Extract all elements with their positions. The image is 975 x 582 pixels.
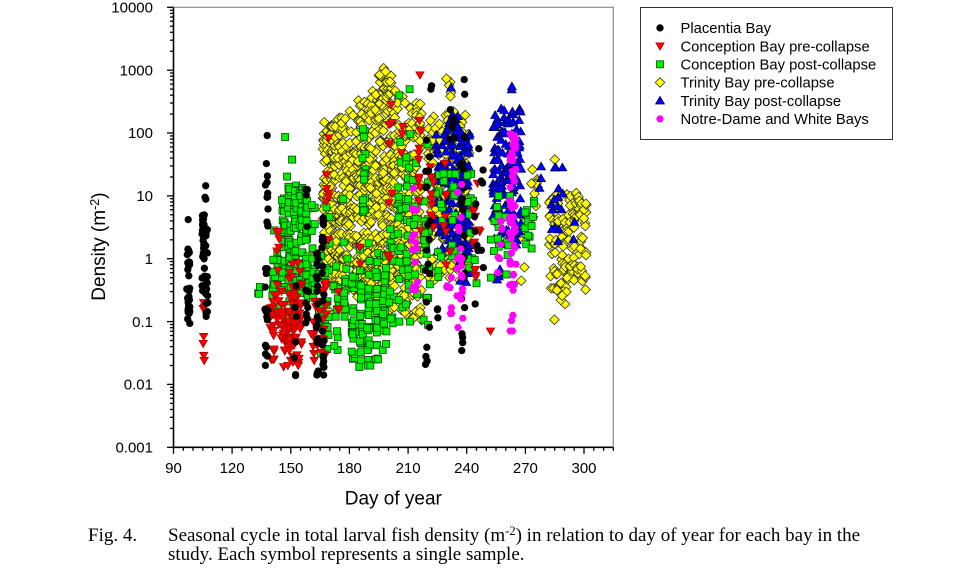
svg-text:100: 100 xyxy=(128,125,153,142)
svg-text:Notre-Dame and White Bays: Notre-Dame and White Bays xyxy=(681,112,869,128)
svg-text:210: 210 xyxy=(396,460,421,477)
svg-text:Placentia Bay: Placentia Bay xyxy=(681,21,772,37)
svg-text:Conception Bay pre-collapse: Conception Bay pre-collapse xyxy=(681,39,870,55)
svg-text:10000: 10000 xyxy=(111,0,153,17)
svg-text:150: 150 xyxy=(278,460,303,477)
svg-text:1000: 1000 xyxy=(120,62,153,79)
svg-text:240: 240 xyxy=(454,460,479,477)
svg-text:Day of year: Day of year xyxy=(345,489,443,510)
svg-text:Trinity Bay pre-collapse: Trinity Bay pre-collapse xyxy=(681,76,835,92)
svg-text:300: 300 xyxy=(571,460,596,477)
svg-text:study. Each symbol represents: study. Each symbol represents a single s… xyxy=(168,544,525,565)
svg-text:0.1: 0.1 xyxy=(132,314,153,331)
svg-text:90: 90 xyxy=(165,460,182,477)
svg-text:Fig. 4.: Fig. 4. xyxy=(88,525,137,546)
svg-text:120: 120 xyxy=(220,460,245,477)
svg-text:1: 1 xyxy=(145,251,153,268)
svg-text:0.001: 0.001 xyxy=(115,440,153,457)
svg-text:Trinity Bay post-collapse: Trinity Bay post-collapse xyxy=(681,94,842,110)
svg-text:10: 10 xyxy=(136,188,153,205)
svg-text:180: 180 xyxy=(337,460,362,477)
svg-text:Density (m-2): Density (m-2) xyxy=(88,192,110,300)
svg-text:Seasonal cycle in total larval: Seasonal cycle in total larval fish dens… xyxy=(168,524,860,546)
svg-text:0.01: 0.01 xyxy=(124,377,153,394)
svg-text:270: 270 xyxy=(513,460,538,477)
svg-text:Conception Bay post-collapse: Conception Bay post-collapse xyxy=(681,58,877,74)
